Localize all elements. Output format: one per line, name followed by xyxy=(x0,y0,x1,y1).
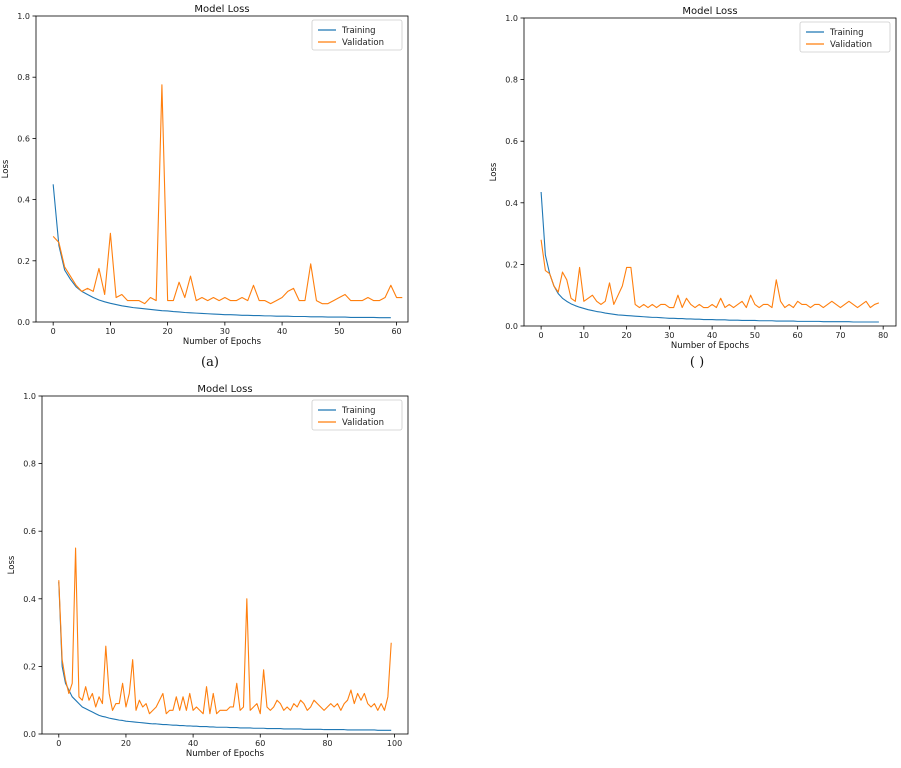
y-tick-label: 1.0 xyxy=(505,14,518,23)
x-tick-label: 20 xyxy=(121,739,131,748)
x-tick-label: 50 xyxy=(334,327,344,336)
x-tick-label: 0 xyxy=(51,327,56,336)
x-tick-label: 30 xyxy=(220,327,230,336)
y-tick-label: 0.8 xyxy=(23,460,36,469)
y-tick-label: 0.2 xyxy=(23,662,36,671)
legend: Training Validation xyxy=(311,19,403,51)
subfigure-caption: (a) xyxy=(201,355,219,370)
chart-3: Model Loss 0.0 0.2 0.4 0.6 0.8 1.0 0 20 40 60 80 100… xyxy=(7,384,409,759)
legend-entry-training: Training xyxy=(829,28,864,38)
y-tick-label: 0.0 xyxy=(17,318,30,327)
legend-entry-training: Training xyxy=(341,406,376,416)
y-tick-label: 0.0 xyxy=(505,322,518,331)
y-tick-label: 0.0 xyxy=(23,730,36,739)
legend: Training Validation xyxy=(799,21,891,53)
y-tick-label: 0.8 xyxy=(17,73,30,82)
y-tick-label: 0.4 xyxy=(17,196,30,205)
plot-frame xyxy=(41,395,409,735)
legend-entry-validation: Validation xyxy=(342,38,384,48)
series-line-validation xyxy=(58,547,392,715)
x-tick-label: 60 xyxy=(391,327,401,336)
y-tick-label: 0.6 xyxy=(23,527,36,536)
x-tick-label: 20 xyxy=(163,327,173,336)
chart-1: Model Loss 0.0 0.2 0.4 0.6 0.8 1.0 0 10 20 30 40 50 6… xyxy=(1,4,409,370)
y-tick-label: 1.0 xyxy=(17,12,30,21)
x-tick-label: 0 xyxy=(539,331,544,340)
x-tick-label: 10 xyxy=(105,327,115,336)
series-line-training xyxy=(540,191,879,323)
y-tick-label: 1.0 xyxy=(23,392,36,401)
y-tick-label: 0.6 xyxy=(505,137,518,146)
x-tick-label: 20 xyxy=(622,331,632,340)
legend-entry-training: Training xyxy=(341,26,376,36)
x-tick-label: 70 xyxy=(835,331,845,340)
x-tick-label: 40 xyxy=(707,331,717,340)
legend-entry-validation: Validation xyxy=(830,40,872,50)
y-tick-label: 0.2 xyxy=(505,260,518,269)
chart-title: Model Loss xyxy=(194,4,249,15)
x-tick-label: 80 xyxy=(878,331,888,340)
y-tick-label: 0.6 xyxy=(17,134,30,143)
plot-frame xyxy=(35,15,409,323)
x-tick-label: 40 xyxy=(277,327,287,336)
y-tick-label: 0.4 xyxy=(23,595,36,604)
x-tick-label: 10 xyxy=(579,331,589,340)
x-tick-label: 50 xyxy=(750,331,760,340)
x-tick-label: 100 xyxy=(387,739,402,748)
series-line-validation xyxy=(540,239,880,309)
series-line-training xyxy=(58,581,392,731)
y-axis-label: Loss xyxy=(489,162,499,181)
x-tick-label: 0 xyxy=(56,739,61,748)
x-tick-label: 60 xyxy=(255,739,265,748)
legend-entry-validation: Validation xyxy=(342,418,384,428)
x-tick-label: 80 xyxy=(322,739,332,748)
y-tick-label: 0.8 xyxy=(505,76,518,85)
legend: Training Validation xyxy=(311,399,403,431)
chart-2: Model Loss 0.0 0.2 0.4 0.6 0.8 1.0 0 10 20 30 40 50 6… xyxy=(489,6,897,370)
chart-title: Model Loss xyxy=(682,6,737,17)
x-tick-label: 30 xyxy=(664,331,674,340)
series-line-validation xyxy=(52,84,403,305)
chart-title: Model Loss xyxy=(197,384,252,395)
subfigure-caption: ( ) xyxy=(690,355,704,370)
y-tick-label: 0.2 xyxy=(17,257,30,266)
y-tick-label: 0.4 xyxy=(505,199,518,208)
y-axis-label: Loss xyxy=(7,555,17,574)
plot-frame xyxy=(523,17,897,327)
x-axis-label: Number of Epochs xyxy=(186,749,265,759)
x-tick-label: 40 xyxy=(188,739,198,748)
series-line-training xyxy=(52,184,391,319)
x-axis-label: Number of Epochs xyxy=(183,337,262,347)
x-axis-label: Number of Epochs xyxy=(671,341,750,351)
x-tick-label: 60 xyxy=(793,331,803,340)
y-axis-label: Loss xyxy=(1,159,11,178)
